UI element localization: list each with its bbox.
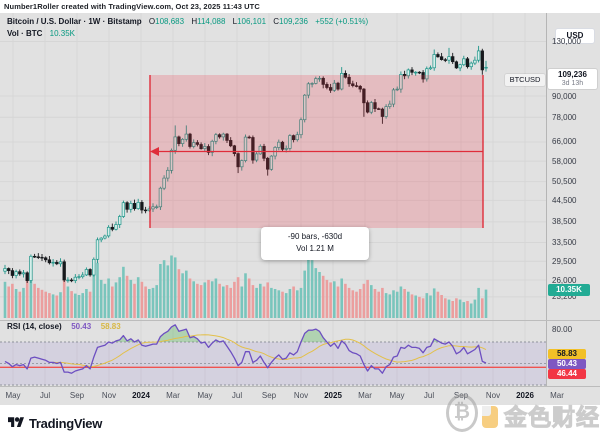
price-tick-label: 38,500: [552, 217, 577, 227]
ohlc-low-label: L: [232, 17, 238, 26]
rsi-level-badge: 46.44: [548, 369, 586, 379]
price-axis-separator: [546, 13, 547, 386]
rsi-ma-value: 58.83: [100, 322, 121, 331]
price-tick-label: 26,000: [552, 275, 577, 285]
time-tick-label: Sep: [453, 391, 469, 400]
volume-axis-badge: 10.35K: [548, 284, 590, 296]
price-tick-label: 58,000: [552, 156, 577, 166]
time-tick-label: Mar: [358, 391, 372, 400]
volume-label[interactable]: Vol · BTC: [7, 29, 43, 38]
currency-toggle-button[interactable]: USD: [555, 28, 595, 44]
ohlc-high-value: 114,088: [197, 17, 226, 26]
time-tick-label: Nov: [101, 391, 117, 400]
price-tick-label: 90,000: [552, 91, 577, 101]
time-tick-label: May: [389, 391, 405, 400]
main-legend[interactable]: Bitcoin / U.S. Dollar · 1W · Bitstamp O1…: [7, 17, 368, 26]
ohlc-low-value: 106,101: [237, 17, 267, 26]
time-tick-label: 2024: [132, 391, 150, 400]
ohlc-open-label: O: [148, 17, 156, 26]
price-tick-label: 66,000: [552, 137, 577, 147]
range-tooltip-volume: Vol 1.21 M: [296, 244, 334, 254]
attribution-bar: Number1Roller created with TradingView.c…: [0, 0, 600, 13]
price-tick-label: 50,500: [552, 177, 577, 187]
last-price-badge: 109,236 3d 13h: [548, 69, 597, 89]
rsi-value: 50.43: [71, 322, 92, 331]
time-tick-label: Sep: [69, 391, 85, 400]
symbol-badge: BTCUSD: [505, 74, 545, 86]
time-tick-label: Nov: [293, 391, 309, 400]
range-tool: [149, 75, 484, 228]
time-axis-separator: [0, 386, 600, 387]
ohlc-high-label: H: [191, 17, 198, 26]
time-tick-label: Mar: [166, 391, 180, 400]
price-tick-label: 29,500: [552, 256, 577, 266]
rsi-axis-label: 80.00: [552, 325, 573, 334]
time-tick-label: Nov: [485, 391, 501, 400]
time-tick-label: Jul: [423, 391, 435, 400]
last-price-value: 109,236: [558, 70, 587, 79]
range-tooltip: -90 bars, -630d Vol 1.21 M: [261, 227, 369, 260]
change-value: +552 (+0.51%): [315, 17, 369, 26]
chart-canvas[interactable]: [0, 13, 600, 405]
volume-value: 10.35K: [49, 29, 75, 38]
tradingview-logo[interactable]: TradingView: [8, 416, 102, 431]
rsi-value-badge: 50.43: [548, 359, 586, 369]
time-tick-label: Mar: [550, 391, 564, 400]
price-tick-label: 44,500: [552, 195, 577, 205]
pane-separator[interactable]: [0, 320, 600, 321]
attribution-text: Number1Roller created with TradingView.c…: [4, 2, 260, 11]
footer-bar: TradingView: [0, 405, 600, 442]
time-tick-label: May: [197, 391, 213, 400]
range-tooltip-bars: -90 bars, -630d: [287, 232, 343, 241]
rsi-legend[interactable]: RSI (14, close) 50.43 58.83: [7, 322, 121, 331]
time-tick-label: May: [5, 391, 21, 400]
time-tick-label: Sep: [261, 391, 277, 400]
chart-region[interactable]: Bitcoin / U.S. Dollar · 1W · Bitstamp O1…: [0, 13, 600, 405]
volume-legend[interactable]: Vol · BTC 10.35K: [7, 29, 75, 38]
ohlc-open-value: 108,683: [155, 17, 185, 26]
time-tick-label: 2026: [516, 391, 534, 400]
rsi-ma-badge: 58.83: [548, 349, 586, 359]
price-tick-label: 78,000: [552, 112, 577, 122]
ohlc-close-value: 109,236: [279, 17, 308, 26]
price-tick-label: 33,500: [552, 237, 577, 247]
ohlc-close-label: C: [273, 17, 280, 26]
price-tick-label: 130,000: [552, 37, 581, 46]
time-tick-label: Jul: [39, 391, 51, 400]
time-tick-label: 2025: [324, 391, 342, 400]
price-tick-label: 23,200: [552, 292, 577, 302]
bar-countdown: 3d 13h: [561, 80, 584, 87]
rsi-title[interactable]: RSI (14, close): [7, 322, 62, 331]
tradingview-logo-icon: [8, 417, 24, 428]
tradingview-logo-text: TradingView: [29, 416, 103, 431]
time-tick-label: Jul: [231, 391, 243, 400]
symbol-title[interactable]: Bitcoin / U.S. Dollar · 1W · Bitstamp: [7, 17, 142, 26]
